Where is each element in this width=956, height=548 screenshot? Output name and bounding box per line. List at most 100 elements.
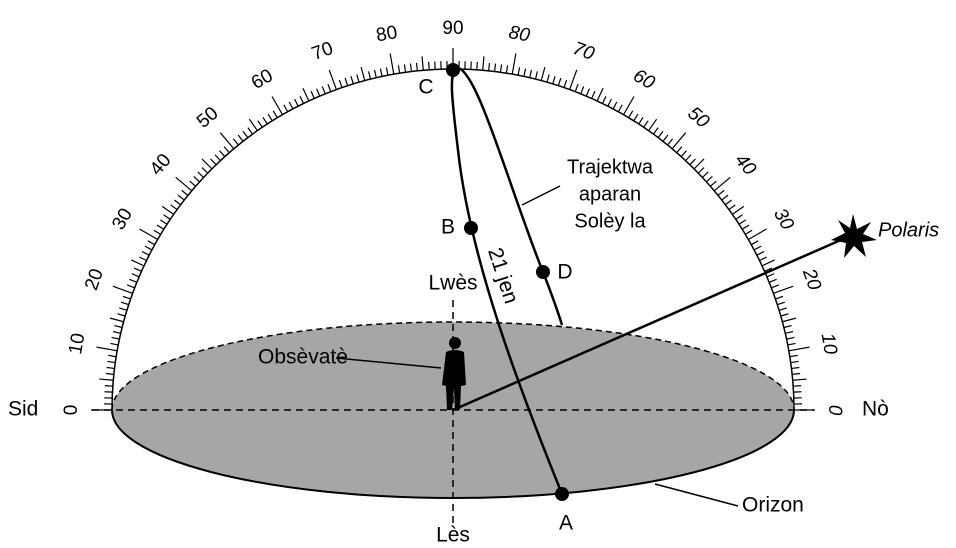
scale-tick	[201, 158, 213, 170]
scale-tick	[360, 66, 366, 81]
scale-tick	[96, 346, 118, 352]
scale-tick	[546, 74, 550, 83]
scale-tick	[356, 74, 360, 83]
scale-tick	[173, 199, 182, 206]
polaris-line	[452, 234, 851, 412]
scale-tick	[338, 79, 343, 88]
scale-tick	[294, 98, 299, 107]
scale-tick	[724, 199, 733, 206]
scale-label: 30	[108, 205, 137, 234]
scale-tick	[367, 71, 372, 80]
scale-tick	[327, 83, 332, 92]
scale-tick	[761, 259, 775, 267]
scale-tick	[783, 324, 792, 329]
scale-tick	[248, 118, 258, 132]
scale-tick	[262, 116, 268, 125]
north-label: Nò	[862, 398, 889, 421]
scale-tick	[657, 130, 664, 139]
scale-tick	[750, 240, 759, 246]
scale-tick	[701, 171, 709, 178]
point-b	[464, 221, 478, 235]
scale-tick	[112, 285, 133, 294]
scale-label: 30	[769, 205, 798, 234]
horizon-back-edge	[111, 321, 795, 411]
scale-tick	[197, 171, 205, 178]
scale-tick	[129, 278, 138, 283]
scale-tick	[328, 69, 337, 90]
scale-tick	[131, 259, 145, 267]
point-label: D	[557, 261, 572, 284]
polaris-star	[831, 214, 877, 258]
scale-tick	[415, 62, 418, 71]
scale-tick	[316, 88, 321, 97]
scale-tick	[271, 96, 284, 115]
scale-tick	[421, 56, 424, 71]
scale-tick	[409, 63, 413, 72]
scale-tick	[671, 132, 687, 150]
scale-tick	[161, 205, 175, 215]
scale-tick	[569, 69, 578, 90]
scale-label: 50	[683, 103, 713, 133]
scale-tick	[511, 53, 517, 75]
scale-tick	[385, 67, 389, 76]
scale-tick	[780, 313, 789, 317]
scale-tick	[652, 127, 659, 135]
scale-tick	[299, 96, 305, 104]
scale-tick	[721, 194, 729, 201]
scale-tick	[741, 224, 750, 230]
scale-tick	[493, 63, 497, 72]
scale-tick	[523, 68, 527, 77]
scale-tick	[617, 104, 623, 113]
horizon-leader	[654, 483, 739, 507]
scale-tick	[756, 251, 765, 256]
point-d	[536, 265, 550, 279]
scale-tick	[177, 194, 185, 201]
scale-tick	[534, 71, 539, 80]
scale-tick	[768, 278, 777, 283]
scale-tick	[735, 214, 743, 220]
scale-tick	[108, 354, 117, 358]
scale-tick	[789, 354, 798, 358]
scale-tick	[181, 189, 189, 196]
scale-tick	[104, 385, 113, 387]
scale-tick	[247, 127, 254, 135]
scale-tick	[214, 154, 221, 162]
scale-tick	[540, 66, 546, 81]
observer-figure	[442, 337, 466, 410]
scale-tick	[156, 224, 165, 230]
scale-label: 90	[442, 18, 463, 39]
scale-tick	[170, 204, 178, 211]
scale-tick	[126, 284, 135, 289]
scale-tick	[782, 317, 797, 323]
scale-label: 50	[193, 103, 223, 133]
scale-tick	[792, 378, 807, 381]
scale-label: 0	[824, 405, 845, 416]
scale-label: 20	[798, 265, 825, 293]
scale-tick	[785, 330, 794, 334]
scale-tick	[344, 77, 349, 86]
scale-tick	[792, 372, 801, 375]
scale-tick	[648, 118, 658, 132]
scale-tick	[689, 158, 696, 166]
scale-tick	[109, 317, 124, 323]
scale-tick	[638, 116, 644, 125]
scale-tick	[612, 101, 618, 110]
scale-label: 10	[817, 332, 841, 357]
scale-tick	[242, 130, 249, 139]
scale-tick	[622, 96, 635, 115]
scale-tick	[283, 104, 289, 113]
scale-tick	[272, 110, 278, 119]
scale-tick	[476, 61, 478, 70]
scale-label: 20	[81, 266, 108, 293]
scale-tick	[223, 146, 230, 154]
scale-tick	[791, 366, 800, 370]
scale-tick	[219, 132, 235, 150]
scale-tick	[139, 228, 158, 241]
scale-tick	[766, 273, 775, 278]
scale-tick	[596, 88, 604, 102]
scale-tick	[210, 158, 217, 166]
scale-tick	[428, 61, 430, 70]
scale-tick	[117, 313, 126, 317]
scale-tick	[744, 229, 753, 235]
